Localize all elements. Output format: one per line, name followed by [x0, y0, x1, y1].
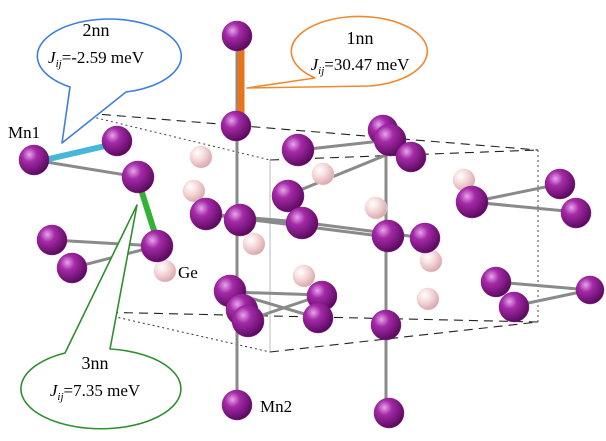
- mn-atom: [395, 141, 427, 173]
- ge-atom: [153, 259, 177, 283]
- cell-edge-top-left: [71, 111, 271, 161]
- callout-2nn-value: Jij=-2.59 meV: [48, 48, 145, 70]
- bond: [50, 238, 159, 248]
- mn-atom: [409, 222, 441, 254]
- callout-3nn-bubble: [20, 204, 182, 430]
- bond-2nn: [39, 141, 115, 164]
- callout-3nn-value: Jij=7.35 meV: [50, 381, 141, 403]
- label-mn2: Mn2: [260, 397, 292, 416]
- ge-atom: [311, 162, 335, 186]
- mn-atom: [302, 302, 334, 334]
- mn-atom: [371, 219, 405, 253]
- mn-atom: [220, 110, 252, 142]
- mn-atom: [121, 160, 155, 194]
- mn-atom: [140, 229, 174, 263]
- unit-cell: [71, 111, 539, 353]
- mn-atom-mn1: [18, 144, 50, 176]
- mn-atom: [101, 125, 133, 157]
- ge-atoms: [153, 145, 476, 311]
- bond: [298, 220, 427, 240]
- mn-atom: [231, 304, 265, 338]
- mn-atom: [281, 133, 315, 167]
- bond: [470, 200, 578, 214]
- mn-atom: [36, 224, 68, 256]
- ge-atom: [364, 196, 388, 220]
- callout-1nn-bubble: [246, 15, 429, 89]
- callout-1nn-title: 1nn: [347, 28, 374, 48]
- mn-atom-mn2: [221, 389, 253, 421]
- callout-1nn: 1nn Jij=30.47 meV: [246, 15, 429, 89]
- label-mn1: Mn1: [8, 123, 40, 142]
- mn-atom: [223, 203, 257, 237]
- mn-atom: [189, 197, 223, 231]
- mn-atom: [221, 20, 253, 52]
- mn-atom: [480, 266, 512, 298]
- ge-atom: [242, 232, 266, 256]
- callout-2nn-bubble: [36, 18, 183, 144]
- label-ge: Ge: [178, 263, 198, 282]
- cell-edge-bottom-front: [93, 311, 271, 353]
- callout-3nn: 3nn Jij=7.35 meV: [20, 204, 182, 430]
- callout-3nn-title: 3nn: [82, 353, 109, 373]
- bond: [494, 280, 592, 292]
- mn-atom: [575, 275, 605, 305]
- mn-atom: [56, 252, 88, 284]
- callout-2nn: 2nn Jij=-2.59 meV: [36, 18, 183, 144]
- ge-atom: [416, 287, 440, 311]
- mn-atom: [373, 397, 405, 429]
- mn-atom: [560, 197, 592, 229]
- mn-atoms: [18, 20, 605, 429]
- cell-edge-top-back: [71, 111, 539, 151]
- mn-atom: [544, 168, 576, 200]
- ge-atom: [189, 145, 213, 169]
- mn-atom: [373, 123, 407, 157]
- ge-atom: [419, 249, 443, 273]
- bond: [32, 158, 140, 179]
- ge-atom: [292, 264, 316, 288]
- mn-atom: [370, 309, 402, 341]
- mn-atom: [271, 179, 305, 213]
- mn-atom: [455, 185, 489, 219]
- callout-1nn-value: Jij=30.47 meV: [311, 55, 411, 77]
- bond: [286, 153, 388, 197]
- ge-atom: [182, 179, 206, 203]
- mn-atom: [285, 206, 319, 240]
- mn-atom: [498, 291, 530, 323]
- callout-2nn-title: 2nn: [83, 20, 110, 40]
